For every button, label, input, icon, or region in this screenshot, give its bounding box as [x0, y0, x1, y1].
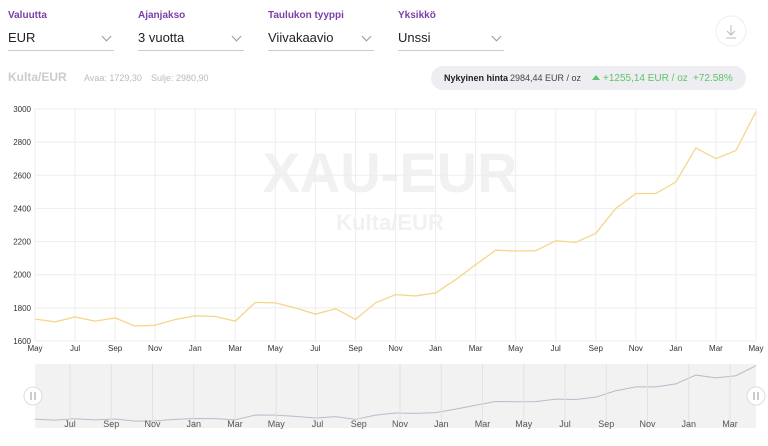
dropdown-value: Unssi: [398, 30, 504, 51]
y-tick-label: 1600: [13, 337, 31, 346]
nav-handle-right[interactable]: [746, 386, 766, 406]
navigator-line: [34, 365, 757, 422]
navigator[interactable]: [35, 364, 756, 428]
watermark-title: XAU-EUR: [262, 141, 517, 204]
x-tick-label: May: [508, 344, 523, 353]
dropdown[interactable]: Taulukon tyyppi Viivakaavio: [268, 10, 374, 51]
x-tick-label: Jan: [669, 344, 682, 353]
x-tick-label: Nov: [629, 344, 643, 353]
x-tick-label: Mar: [228, 344, 242, 353]
x-tick-label: Jul: [551, 344, 561, 353]
dropdown-label: Ajanjakso: [138, 10, 186, 21]
nav-handle-left[interactable]: [23, 386, 43, 406]
nav-tick-label: Sep: [103, 419, 119, 429]
x-tick-label: May: [27, 344, 42, 353]
nav-tick-label: Sep: [598, 419, 614, 429]
x-tick-label: Jul: [70, 344, 80, 353]
nav-tick-label: Nov: [392, 419, 409, 429]
y-tick-label: 2000: [13, 271, 31, 280]
dropdown[interactable]: Yksikkö Unssi: [398, 10, 504, 51]
nav-tick-label: Nov: [639, 419, 656, 429]
x-tick-label: May: [748, 344, 763, 353]
x-tick-label: Sep: [589, 344, 604, 353]
nav-tick-label: May: [515, 419, 533, 429]
x-tick-label: Sep: [348, 344, 363, 353]
nav-tick-label: Sep: [351, 419, 367, 429]
dropdown-value: Viivakaavio: [268, 30, 374, 51]
close-price: Sulje: 2980,90: [151, 73, 209, 83]
x-tick-label: Jul: [310, 344, 320, 353]
dropdown-label: Valuutta: [8, 10, 47, 21]
watermark-subtitle: Kulta/EUR: [336, 210, 444, 235]
up-arrow: [592, 75, 600, 80]
dropdown-label: Taulukon tyyppi: [268, 10, 344, 21]
dropdown-label: Yksikkö: [398, 10, 436, 21]
x-tick-label: Nov: [388, 344, 402, 353]
nav-tick-label: Jul: [64, 419, 76, 429]
dropdown[interactable]: Ajanjakso 3 vuotta: [138, 10, 244, 51]
dropdown[interactable]: Valuutta EUR: [8, 10, 114, 51]
x-tick-label: Nov: [148, 344, 162, 353]
nav-tick-label: Jan: [434, 419, 449, 429]
nav-tick-label: Mar: [475, 419, 491, 429]
change-pct: +72.58%: [693, 73, 733, 84]
change: +1255,14 EUR / oz: [603, 73, 688, 84]
dropdown-value: 3 vuotta: [138, 30, 244, 51]
x-tick-label: Mar: [469, 344, 483, 353]
instrument-name: Kulta/EUR: [8, 70, 67, 84]
current-label: Nykyinen hinta: [444, 73, 509, 83]
x-tick-label: Jan: [429, 344, 442, 353]
nav-tick-label: Jul: [559, 419, 571, 429]
y-tick-label: 2600: [13, 171, 31, 180]
y-tick-label: 2400: [13, 204, 31, 213]
y-tick-label: 2800: [13, 138, 31, 147]
nav-tick-label: Jan: [681, 419, 696, 429]
x-tick-label: Mar: [709, 344, 723, 353]
current-value: 2984,44 EUR / oz: [510, 73, 582, 83]
nav-tick-label: May: [268, 419, 286, 429]
nav-tick-label: Mar: [722, 419, 738, 429]
price-line: [34, 111, 757, 327]
nav-tick-label: Jan: [186, 419, 201, 429]
download-icon: [726, 25, 736, 39]
x-tick-label: Sep: [108, 344, 123, 353]
handle-grip: [30, 392, 759, 400]
nav-tick-label: Nov: [144, 419, 161, 429]
nav-tick-label: Jul: [312, 419, 324, 429]
price-pill: [431, 66, 746, 90]
x-tick-label: Jan: [189, 344, 202, 353]
nav-tick-label: Mar: [227, 419, 243, 429]
dropdown-value: EUR: [8, 30, 114, 51]
y-tick-label: 1800: [13, 304, 31, 313]
open-price: Avaa: 1729,30: [84, 73, 142, 83]
y-tick-label: 2200: [13, 238, 31, 247]
x-tick-label: May: [268, 344, 283, 353]
y-tick-label: 3000: [13, 105, 31, 114]
download-button[interactable]: [715, 15, 747, 47]
